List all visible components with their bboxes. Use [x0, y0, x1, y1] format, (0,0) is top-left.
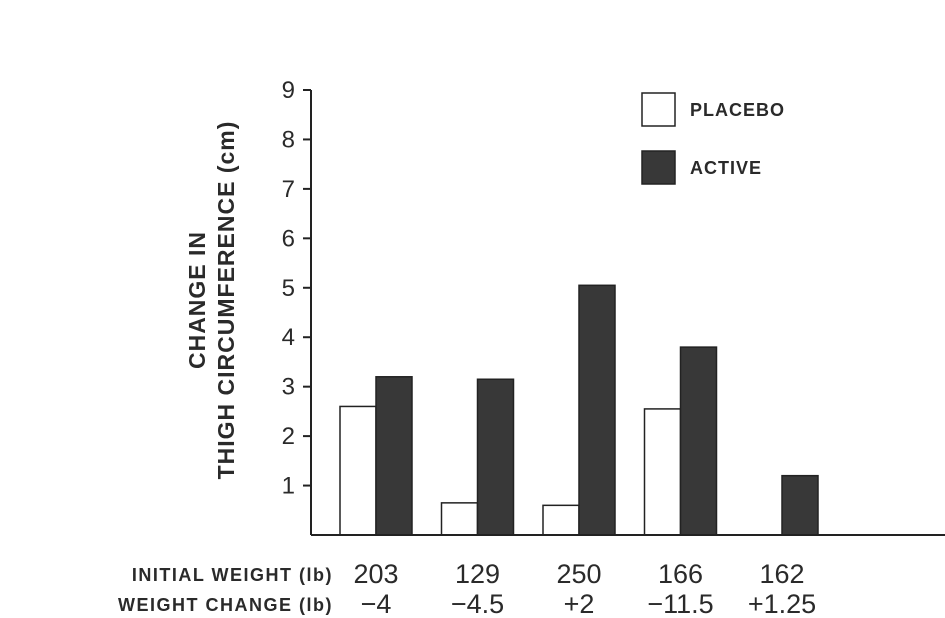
- active-legend-swatch: [641, 150, 676, 185]
- y-tick-label: 7: [282, 176, 295, 203]
- y-axis-title-line1: CHANGE IN: [184, 231, 210, 369]
- placebo-legend-label: PLACEBO: [690, 100, 785, 120]
- placebo-bar: [643, 408, 682, 536]
- active-bar: [476, 378, 515, 536]
- row-label: INITIAL WEIGHT (lb): [132, 565, 333, 585]
- row-value: −4.5: [451, 589, 504, 618]
- placebo-bar: [542, 504, 580, 536]
- active-legend-label: ACTIVE: [690, 158, 762, 178]
- y-axis-title: CHANGE IN THIGH CIRCUMFERENCE (cm): [184, 121, 239, 480]
- row-value: 162: [759, 559, 804, 589]
- legend: PLACEBO ACTIVE: [641, 92, 785, 185]
- row-value: −4: [361, 589, 392, 618]
- y-axis-ticks: 1 2 3 4 5 6 7 8 9: [282, 77, 311, 500]
- placebo-legend-swatch: [641, 92, 676, 127]
- bars: [339, 284, 819, 536]
- y-tick-label: 9: [282, 77, 295, 104]
- y-tick-label: 2: [282, 423, 295, 450]
- y-tick-label: 6: [282, 225, 295, 252]
- row-value: 129: [455, 559, 500, 589]
- active-bar: [679, 346, 718, 536]
- y-tick-label: 4: [282, 324, 295, 351]
- row-value: 166: [658, 559, 703, 589]
- y-tick-label: 1: [282, 473, 295, 500]
- active-bar: [578, 284, 616, 536]
- y-tick-label: 5: [282, 275, 295, 302]
- row-value: 203: [353, 559, 398, 589]
- row-value: 250: [556, 559, 601, 589]
- placebo-bar: [440, 502, 479, 536]
- y-tick-label: 8: [282, 126, 295, 153]
- placebo-bar: [339, 405, 377, 536]
- y-tick-label: 3: [282, 374, 295, 401]
- active-bar: [375, 376, 413, 536]
- y-axis-title-line2: THIGH CIRCUMFERENCE (cm): [213, 121, 239, 480]
- row-value: +1.25: [748, 589, 816, 618]
- row-value: −11.5: [647, 589, 713, 618]
- row-label: WEIGHT CHANGE (lb): [118, 595, 333, 615]
- row-value: +2: [564, 589, 595, 618]
- data-rows: INITIAL WEIGHT (lb) 203 129 250 166 162 WEIGHT…: [118, 559, 816, 618]
- active-bar: [781, 474, 819, 536]
